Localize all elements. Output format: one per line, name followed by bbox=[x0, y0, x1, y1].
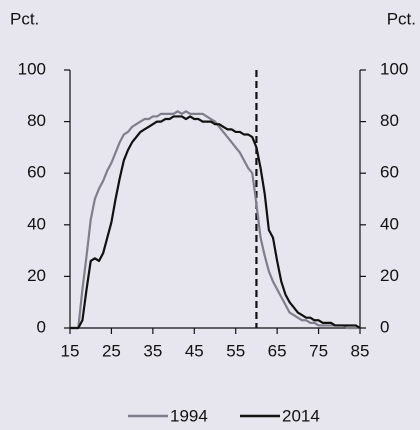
x-tick-label: 35 bbox=[143, 341, 162, 360]
y-tick-label: 100 bbox=[18, 59, 46, 78]
y-axis-label: Pct. bbox=[10, 9, 39, 28]
x-tick-label: 65 bbox=[268, 341, 287, 360]
y-tick-label: 20 bbox=[27, 266, 46, 285]
legend-label: 2014 bbox=[282, 406, 320, 425]
y2-tick-label: 80 bbox=[380, 111, 399, 130]
y2-tick-label: 40 bbox=[380, 214, 399, 233]
y-tick-label: 60 bbox=[27, 163, 46, 182]
y2-tick-label: 60 bbox=[380, 163, 399, 182]
y-tick-label: 80 bbox=[27, 111, 46, 130]
y-tick-label: 40 bbox=[27, 214, 46, 233]
x-tick-label: 75 bbox=[309, 341, 328, 360]
series-line bbox=[70, 115, 361, 330]
x-tick-label: 55 bbox=[226, 341, 245, 360]
series-line bbox=[70, 110, 360, 330]
x-tick-label: 85 bbox=[351, 341, 370, 360]
y2-tick-label: 100 bbox=[380, 59, 408, 78]
y2-tick-label: 0 bbox=[380, 317, 389, 336]
y2-axis-label: Pct. bbox=[387, 9, 416, 28]
y-tick-label: 0 bbox=[37, 317, 46, 336]
x-tick-label: 15 bbox=[61, 341, 80, 360]
legend-label: 1994 bbox=[170, 406, 208, 425]
x-tick-label: 45 bbox=[185, 341, 204, 360]
y2-tick-label: 20 bbox=[380, 266, 399, 285]
x-tick-label: 25 bbox=[102, 341, 121, 360]
